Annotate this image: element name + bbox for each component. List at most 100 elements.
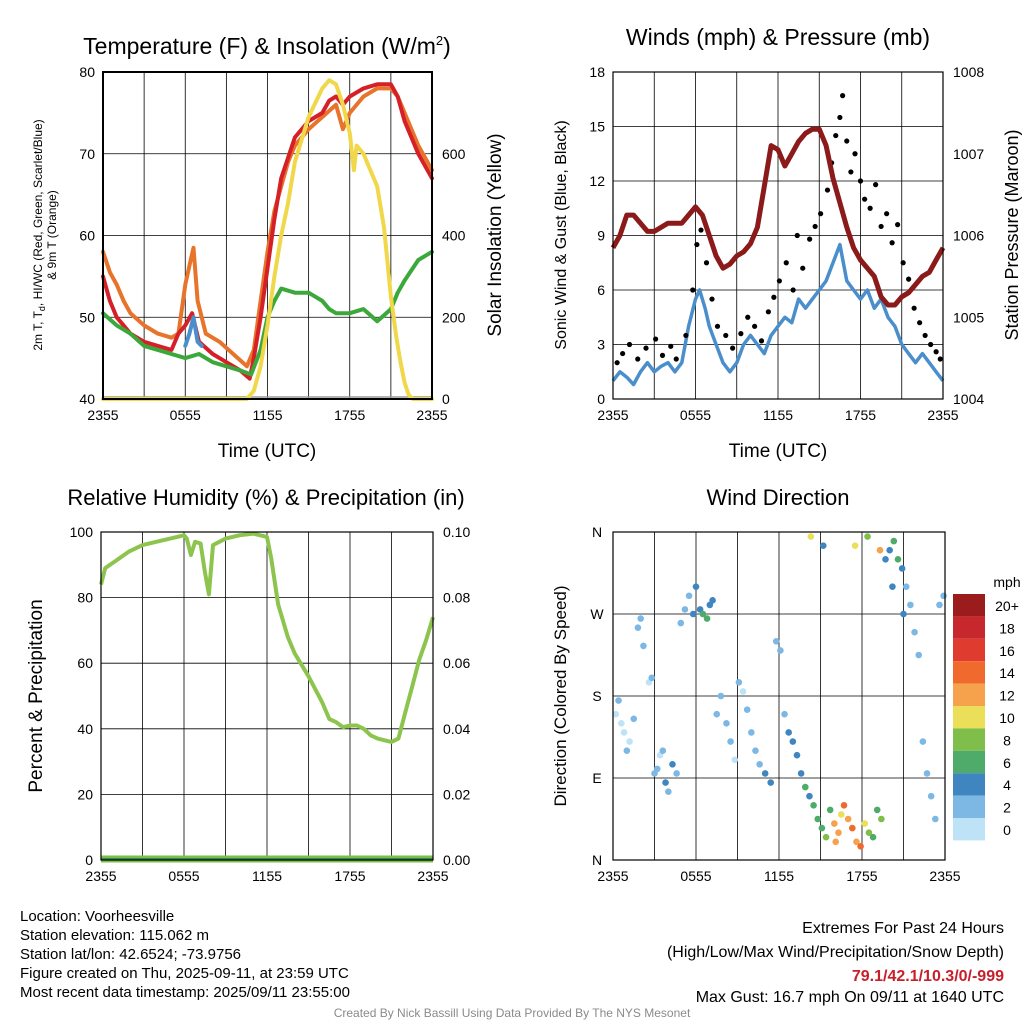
direction-point: [831, 820, 838, 827]
direction-point: [900, 610, 907, 618]
pressure-line: [610, 126, 946, 308]
y-tick-label: 70: [79, 146, 95, 162]
legend-swatch: [953, 661, 985, 684]
y2-tick-label: 600: [442, 146, 466, 162]
direction-point: [669, 761, 676, 768]
direction-point: [911, 628, 918, 636]
y2-tick-label: 1006: [953, 228, 984, 244]
gust-point: [884, 211, 890, 217]
winds-x-label: Time (UTC): [729, 441, 828, 462]
direction-plot-frame: [612, 531, 946, 861]
direction-point: [612, 710, 620, 718]
extremes-info: Extremes For Past 24 Hours (High/Low/Max…: [667, 917, 1004, 1007]
gust-point: [673, 356, 679, 362]
y-tick-label: 50: [79, 309, 95, 325]
direction-point: [818, 824, 826, 832]
direction-point: [889, 583, 896, 590]
direction-points: [612, 533, 947, 850]
direction-point: [907, 601, 914, 609]
series-line: [101, 78, 434, 401]
direction-point: [620, 729, 628, 736]
gust-point: [635, 356, 641, 362]
gust-point: [683, 332, 689, 339]
direction-point: [882, 556, 889, 563]
x-tick-label: 1155: [764, 868, 794, 884]
gust-point: [690, 287, 696, 293]
gust-point: [783, 260, 789, 266]
direction-point: [832, 838, 840, 846]
direction-point: [844, 815, 852, 823]
humidity-line: [99, 531, 435, 744]
direction-point: [689, 610, 697, 618]
direction-point: [739, 688, 747, 695]
humidity-y-ticks: 0 20 40 60 80 100: [70, 524, 94, 868]
gust-point: [626, 341, 633, 348]
temperature-x-ticks: 2355 0555 1155 1755 2355: [87, 407, 447, 423]
legend-title: mph: [993, 574, 1020, 590]
gust-point: [709, 296, 715, 302]
direction-point: [723, 720, 730, 727]
series-line: [183, 315, 204, 348]
direction-point: [615, 697, 622, 704]
winds-grid: [613, 72, 943, 399]
legend-swatch: [953, 706, 985, 729]
direction-title: Wind Direction: [706, 485, 849, 510]
legend-swatch: [953, 795, 985, 818]
direction-x-ticks: 2355 0555 1155 1755 2355: [597, 868, 960, 884]
temperature-title: Temperature (F) & Insolation (W/m2): [83, 33, 451, 59]
direction-point: [735, 679, 743, 686]
x-tick-label: 2355: [87, 407, 118, 423]
x-tick-label: 2355: [929, 868, 960, 884]
winds-series: [610, 93, 946, 387]
legend-label: 4: [1003, 777, 1011, 793]
x-tick-label: 2355: [597, 407, 628, 423]
direction-point: [853, 838, 860, 846]
direction-point: [772, 638, 780, 645]
y2-tick-label: 0.04: [443, 721, 470, 737]
y2-tick-label: 0.00: [443, 852, 470, 868]
extremes-desc: (High/Low/Max Wind/Precipitation/Snow De…: [666, 944, 1004, 961]
gust-point: [873, 182, 879, 188]
y-tick-label: 15: [589, 119, 605, 135]
direction-point: [851, 542, 859, 549]
direction-point: [801, 783, 809, 791]
gust-point: [928, 341, 934, 348]
y-tick-label: S: [592, 688, 601, 704]
station-info: Location: Voorheesville Station elevatio…: [20, 907, 350, 1002]
temperature-y-label-line2: & 9m T (Orange): [45, 190, 59, 280]
gust-point: [889, 240, 895, 246]
direction-point: [819, 542, 827, 549]
latlon-text: Station lat/lon: 42.6524; -73.9756: [20, 946, 242, 963]
direction-point: [826, 806, 834, 814]
legend-swatch: [953, 616, 985, 639]
y2-tick-label: 1004: [953, 391, 984, 407]
direction-point: [869, 833, 877, 841]
direction-point: [685, 592, 693, 600]
gust-point: [730, 345, 736, 351]
y2-tick-label: 0.08: [443, 590, 470, 606]
direction-point: [810, 802, 817, 809]
x-tick-label: 2355: [417, 868, 448, 884]
x-tick-label: 0555: [680, 407, 711, 423]
direction-point: [861, 820, 869, 827]
direction-point: [659, 747, 667, 754]
gust-point: [906, 276, 912, 282]
direction-point: [677, 619, 685, 627]
y2-tick-label: 1008: [953, 64, 984, 80]
temperature-series: [101, 78, 434, 401]
max-gust-text: Max Gust: 16.7 mph On 09/11 at 1640 UTC: [695, 989, 1004, 1006]
x-tick-label: 0555: [170, 407, 201, 423]
temperature-x-label: Time (UTC): [218, 441, 317, 462]
gust-point: [917, 320, 923, 326]
direction-point: [807, 533, 815, 540]
temperature-panel: Temperature (F) & Insolation (W/m2) 40 50…: [31, 33, 506, 462]
gust-point: [848, 169, 854, 175]
y-tick-label: N: [592, 852, 602, 868]
gust-point: [620, 350, 626, 357]
temperature-y2-label: Solar Insolation (Yellow): [485, 133, 506, 336]
direction-point: [886, 546, 893, 554]
x-tick-label: 1155: [763, 407, 793, 423]
direction-point: [731, 756, 739, 764]
gust-point: [643, 345, 649, 351]
